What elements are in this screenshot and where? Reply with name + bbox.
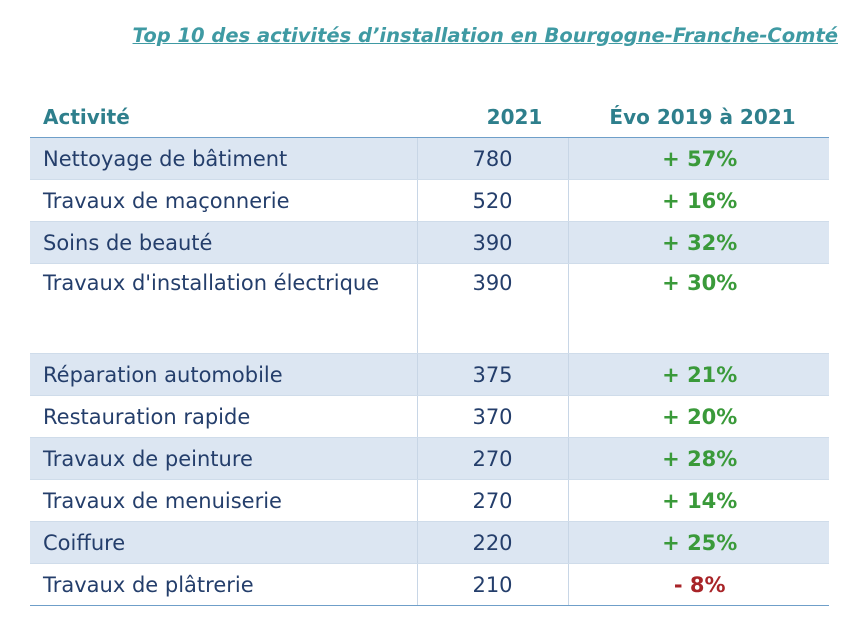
count-2021-cell: 390 — [416, 263, 569, 354]
table-row: Coiffure 220 + 25% — [30, 521, 829, 564]
table-header-row: Activité 2021 Évo 2019 à 2021 — [30, 96, 829, 138]
count-2021-cell: 370 — [416, 395, 569, 438]
evolution-cell: + 30% — [568, 263, 829, 354]
activity-cell: Travaux de peinture — [30, 437, 417, 480]
page-title: Top 10 des activités d’installation en B… — [132, 24, 838, 47]
table-row: Réparation automobile 375 + 21% — [30, 353, 829, 396]
count-2021-cell: 270 — [416, 479, 569, 522]
activity-cell: Coiffure — [30, 521, 417, 564]
table-row: Travaux de peinture 270 + 28% — [30, 437, 829, 480]
evolution-cell: + 32% — [568, 221, 829, 264]
evolution-cell: - 8% — [568, 563, 829, 606]
table-row: Soins de beauté 390 + 32% — [30, 221, 829, 264]
column-header-2021: 2021 — [417, 96, 568, 138]
count-2021-cell: 220 — [416, 521, 569, 564]
evolution-cell: + 21% — [568, 353, 829, 396]
evolution-cell: + 28% — [568, 437, 829, 480]
activity-cell: Travaux de menuiserie — [30, 479, 417, 522]
table-row: Travaux de plâtrerie 210 - 8% — [30, 563, 829, 606]
evolution-cell: + 25% — [568, 521, 829, 564]
activities-table: Activité 2021 Évo 2019 à 2021 Nettoyage … — [30, 96, 829, 606]
evolution-cell: + 57% — [568, 137, 829, 180]
activity-cell: Soins de beauté — [30, 221, 417, 264]
count-2021-cell: 780 — [416, 137, 569, 180]
count-2021-cell: 390 — [416, 221, 569, 264]
table-row: Nettoyage de bâtiment 780 + 57% — [30, 137, 829, 180]
evolution-cell: + 14% — [568, 479, 829, 522]
table-row: Travaux d'installation électrique 390 + … — [30, 263, 829, 354]
column-header-activite: Activité — [30, 96, 417, 138]
count-2021-cell: 270 — [416, 437, 569, 480]
table-row: Restauration rapide 370 + 20% — [30, 395, 829, 438]
evolution-cell: + 16% — [568, 179, 829, 222]
table-row: Travaux de menuiserie 270 + 14% — [30, 479, 829, 522]
count-2021-cell: 520 — [416, 179, 569, 222]
activity-cell: Travaux d'installation électrique — [30, 263, 417, 354]
activity-cell: Travaux de plâtrerie — [30, 563, 417, 606]
evolution-cell: + 20% — [568, 395, 829, 438]
activity-cell: Nettoyage de bâtiment — [30, 137, 417, 180]
activity-cell: Restauration rapide — [30, 395, 417, 438]
column-header-evolution: Évo 2019 à 2021 — [568, 96, 829, 138]
activity-cell: Travaux de maçonnerie — [30, 179, 417, 222]
count-2021-cell: 375 — [416, 353, 569, 396]
activity-cell: Réparation automobile — [30, 353, 417, 396]
table-row: Travaux de maçonnerie 520 + 16% — [30, 179, 829, 222]
count-2021-cell: 210 — [416, 563, 569, 606]
